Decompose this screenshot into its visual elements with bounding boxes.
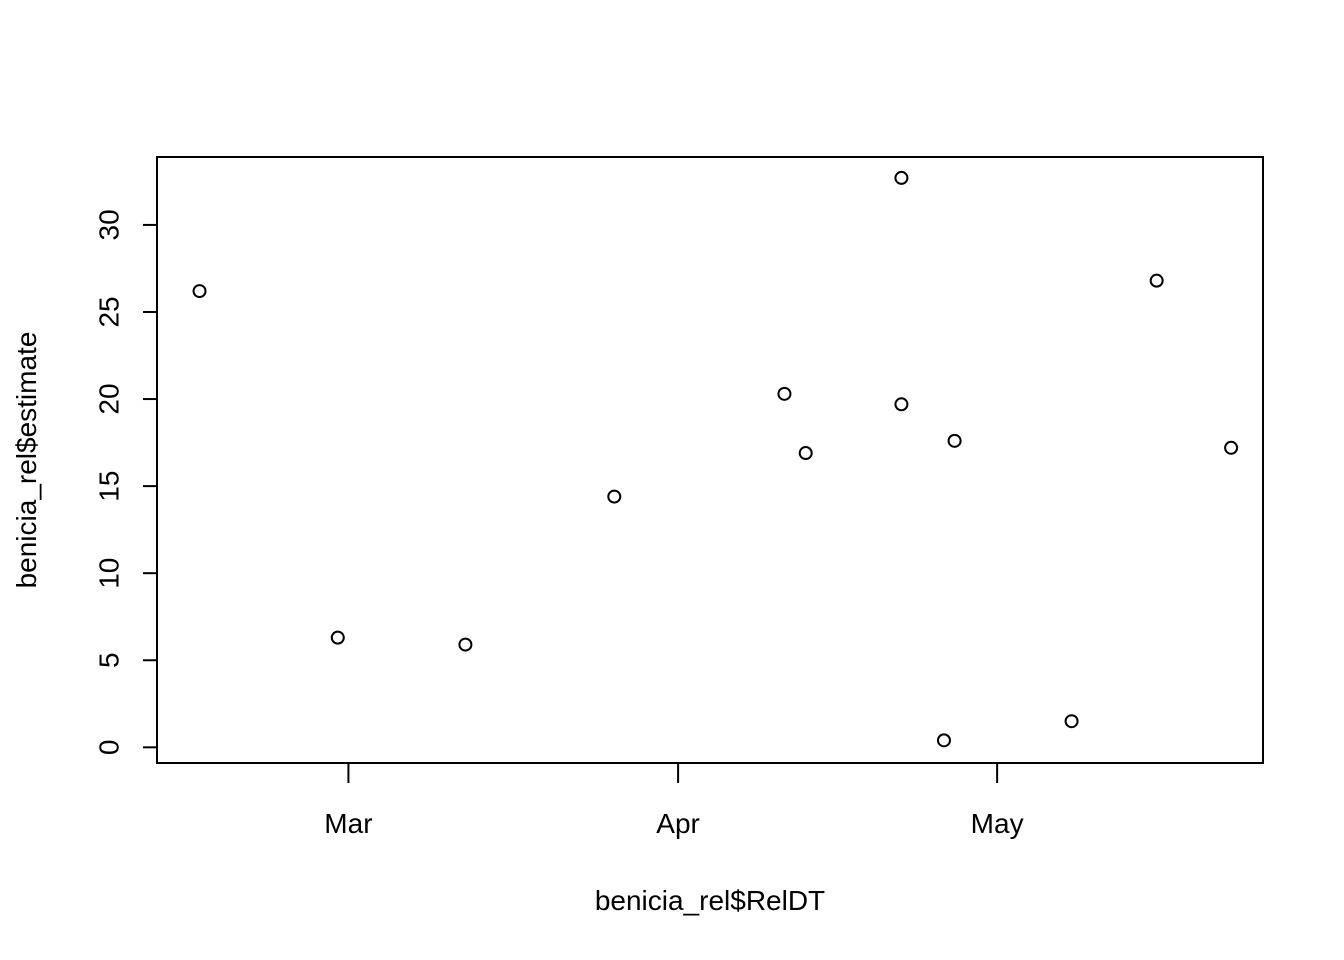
data-point: [798, 446, 813, 461]
y-tick-label: 0: [93, 740, 124, 756]
data-point: [1224, 440, 1239, 455]
data-point: [777, 386, 792, 401]
data-points: [192, 170, 1239, 748]
data-point: [894, 397, 909, 412]
y-tick-label: 10: [93, 558, 124, 589]
data-point: [330, 630, 345, 645]
data-point: [1149, 273, 1164, 288]
x-tick-label: Apr: [656, 808, 700, 839]
data-point: [192, 284, 207, 299]
data-point: [936, 733, 951, 748]
y-tick-label: 20: [93, 383, 124, 414]
y-tick-label: 25: [93, 296, 124, 327]
plot-frame: [156, 156, 1264, 764]
data-point: [947, 433, 962, 448]
data-point: [894, 170, 909, 185]
x-tick-label: May: [971, 808, 1024, 839]
x-tick-label: Mar: [324, 808, 372, 839]
y-axis: 0 5 10 15 20 25 30: [93, 209, 158, 756]
data-point: [458, 637, 473, 652]
data-point: [607, 489, 622, 504]
y-tick-label: 15: [93, 471, 124, 502]
y-tick-label: 30: [93, 209, 124, 240]
x-axis: Mar Apr May: [324, 762, 1024, 839]
y-axis-label: benicia_rel$estimate: [11, 332, 42, 589]
x-axis-label: benicia_rel$RelDT: [595, 885, 825, 916]
data-point: [1064, 714, 1079, 729]
y-tick-label: 5: [93, 652, 124, 668]
